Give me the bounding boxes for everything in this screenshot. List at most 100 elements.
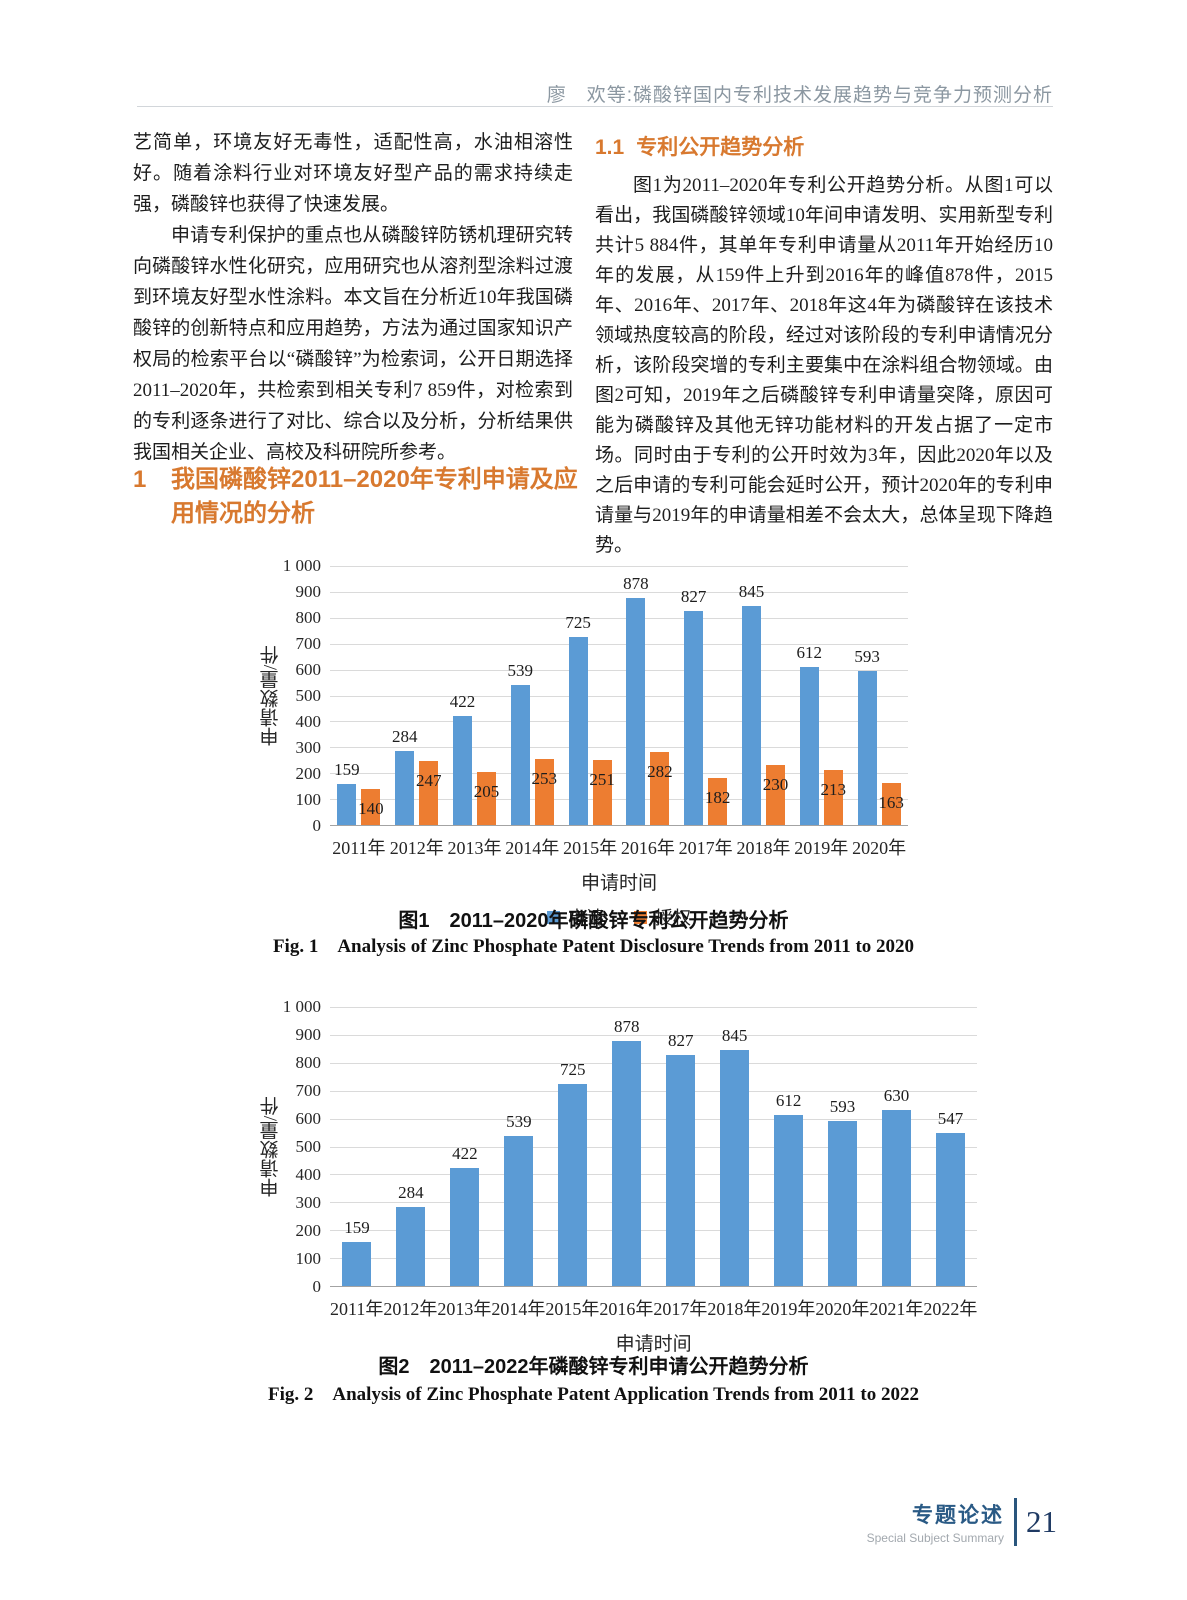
y-tick-label: 300 [295,738,322,757]
bar-value-label: 612 [796,642,823,662]
gridline [330,566,908,567]
y-tick-label: 400 [295,712,322,731]
plot-area: 159 284 422 539 725 878 827 845 612 593 630 547 [330,1007,978,1287]
x-tick-label: 2017年 [678,838,733,858]
bar-group: 845 230 [735,566,793,825]
running-head: 廖 欢等:磷酸锌国内专利技术发展趋势与竞争力预测分析 [546,85,1053,106]
bar-group: 539 [492,1007,546,1286]
bar-group: 593 [816,1007,870,1286]
bar-value-label: 253 [531,769,558,789]
bar-group: 159 140 [330,566,388,825]
x-tick-label: 2016年 [599,1299,654,1319]
bar-value-label: 159 [344,1217,370,1237]
bar-group: 845 [708,1007,762,1286]
section-heading: 1 我国磷酸锌2011–2020年专利申请及应用情况的分析 [133,463,593,531]
bar-group: 725 251 [561,566,619,825]
x-tick-label: 2011年 [332,838,386,858]
x-tick-label: 2018年 [707,1299,762,1319]
x-tick-label: 2018年 [736,838,791,858]
bar-value-label: 539 [506,1111,532,1131]
bar-申请-2017年: 827 [681,587,706,825]
x-labels: 2011年 2012年 2013年 2014年 2015年 2016年 2017年 2018年… [330,834,908,860]
x-tick-label: 2022年 [923,1299,978,1319]
y-tick-label: 400 [295,1165,322,1184]
bar-value-label: 827 [680,586,707,606]
subsection-number: 1.1 [595,136,625,159]
x-tick-label: 2014年 [505,838,560,858]
bar-申请-2013年: 422 [450,1144,480,1286]
bar-授权-2016年: 282 [647,751,673,825]
bar-group: 422 205 [446,566,504,825]
x-tick-label: 2015年 [563,838,618,858]
figure1-chart: 申请数量/件 0 100 200 300 400 500 600 700 800 900 1 000… [258,542,908,930]
y-tick-label: 0 [312,1277,322,1296]
bar-value-label: 845 [738,582,765,602]
footer-divider [1014,1498,1017,1546]
left-column: 艺简单，环境友好无毒性，适配性高，水油相溶性好。随着涂料行业对环境友好型产品的需… [133,127,573,468]
bar-value-label: 539 [507,661,534,681]
legend-swatch-icon [547,910,560,924]
x-axis-title: 申请时间 [580,873,657,894]
bar-group: 539 253 [503,566,561,825]
bar-value-label: 159 [334,759,360,779]
gridline [330,1174,978,1176]
gridline [330,1034,978,1036]
bar-授权-2018年: 230 [763,765,788,825]
x-labels: 2011年 2012年 2013年 2014年 2015年 2016年 2017年 2018年… [330,1295,977,1321]
x-tick-label: 2019年 [761,1299,816,1319]
gridline [330,669,908,671]
bar-value-label: 593 [829,1096,856,1116]
bar-group: 878 282 [619,566,677,825]
y-tick-label: 600 [295,1109,322,1128]
legend: 申请 授权 [330,904,908,930]
bar-group: 612 [762,1007,816,1286]
bar-value-label: 845 [721,1026,748,1046]
figure2-chart: 申请数量/件 0 100 200 300 400 500 600 700 800 900 1 000… [258,983,978,1356]
bar-value-label: 247 [415,771,442,791]
y-tick-label: 600 [295,660,322,679]
bar-value-label: 182 [704,787,731,807]
bar-value-label: 593 [854,647,880,667]
bar-申请-2020年: 593 [854,647,880,825]
gridline [330,591,908,593]
bar-group: 827 [654,1007,708,1286]
x-tick-label: 2015年 [545,1299,600,1319]
x-tick-label: 2012年 [389,838,444,858]
y-ticks: 0 100 200 300 400 500 600 700 800 900 1 000 [283,556,330,835]
y-tick-label: 800 [295,1053,322,1072]
y-ticks: 0 100 200 300 400 500 600 700 800 900 1 000 [283,997,330,1296]
bar-申请-2020年: 593 [828,1097,858,1286]
right-column: 1.1 专利公开趋势分析 图1为2011–2020年专利公开趋势分析。从图1可以… [595,133,1053,561]
bar-申请-2016年: 878 [623,574,649,825]
figure2-caption-en: Fig. 2 Analysis of Zinc Phosphate Patent… [268,1384,919,1405]
x-tick-label: 2016年 [620,838,675,858]
body-paragraph: 申请专利保护的重点也从磷酸锌防锈机理研究转向磷酸锌水性化研究，应用研究也从溶剂型… [133,225,573,463]
gridline [330,799,908,801]
bar-value-label: 630 [883,1086,910,1106]
y-tick-label: 500 [295,1137,322,1156]
gridline [330,747,908,749]
y-axis-title: 申请数量/件 [260,1096,282,1198]
bar-申请-2017年: 827 [666,1031,696,1286]
gridline [330,721,908,723]
bar-group: 593 163 [850,566,908,825]
bar-value-label: 422 [449,691,476,711]
bar-授权-2019年: 213 [821,769,846,825]
bar-group: 547 [923,1007,977,1286]
bar-申请-2018年: 845 [720,1026,750,1286]
y-tick-label: 1 000 [282,997,321,1016]
bar-value-label: 725 [565,613,591,633]
gridline [330,1258,978,1260]
bar-申请-2022年: 547 [935,1109,965,1286]
y-tick-label: 900 [295,582,322,601]
legend-item-授权: 授权 [634,904,691,930]
y-tick-label: 300 [295,1193,322,1212]
gridline [330,1230,978,1232]
bar-授权-2011年: 140 [358,788,384,825]
legend-label: 授权 [655,908,691,928]
body-paragraph: 图1为2011–2020年专利公开趋势分析。从图1可以看出，我国磷酸锌领域10年… [595,175,1053,556]
legend-swatch-icon [634,910,647,924]
x-tick-label: 2011年 [330,1299,384,1319]
bar-申请-2014年: 539 [504,1112,534,1286]
